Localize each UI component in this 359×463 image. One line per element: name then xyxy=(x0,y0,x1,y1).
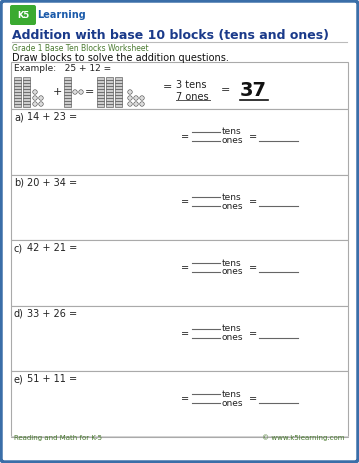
Text: b): b) xyxy=(14,178,24,188)
Bar xyxy=(11,371,348,437)
Text: e): e) xyxy=(14,375,24,384)
Bar xyxy=(115,81,122,83)
Text: 7 ones: 7 ones xyxy=(176,92,209,101)
Bar xyxy=(14,77,21,80)
Bar xyxy=(64,77,71,80)
Circle shape xyxy=(79,90,83,94)
Text: 3 tens: 3 tens xyxy=(176,80,206,89)
Bar xyxy=(64,81,71,83)
Text: 33 + 26 =: 33 + 26 = xyxy=(27,309,77,319)
Circle shape xyxy=(39,96,43,100)
Text: d): d) xyxy=(14,309,24,319)
Text: =: = xyxy=(220,86,230,95)
Bar xyxy=(64,101,71,104)
Text: Reading and Math for K-5: Reading and Math for K-5 xyxy=(14,435,102,441)
Bar xyxy=(23,101,30,104)
Bar xyxy=(64,89,71,92)
Bar xyxy=(115,87,122,89)
Text: ones: ones xyxy=(222,399,243,408)
Circle shape xyxy=(140,102,144,106)
Text: =: = xyxy=(163,82,173,93)
FancyBboxPatch shape xyxy=(10,5,36,25)
Bar xyxy=(106,104,113,107)
Bar xyxy=(97,93,104,95)
Bar xyxy=(106,77,113,80)
Bar xyxy=(97,81,104,83)
Bar xyxy=(14,101,21,104)
Bar xyxy=(64,99,71,101)
Text: =: = xyxy=(249,132,257,142)
Bar xyxy=(23,83,30,86)
Bar xyxy=(106,83,113,86)
Bar xyxy=(64,104,71,107)
Text: ones: ones xyxy=(222,333,243,342)
Bar xyxy=(115,83,122,86)
Circle shape xyxy=(33,102,37,106)
Circle shape xyxy=(128,96,132,100)
Bar xyxy=(23,104,30,107)
Bar xyxy=(106,89,113,92)
Text: =: = xyxy=(85,87,95,97)
Bar xyxy=(14,93,21,95)
Bar xyxy=(115,104,122,107)
Bar xyxy=(64,87,71,89)
Text: =: = xyxy=(249,329,257,338)
Text: 51 + 11 =: 51 + 11 = xyxy=(27,375,77,384)
Text: tens: tens xyxy=(222,193,242,202)
Text: tens: tens xyxy=(222,127,242,136)
Bar xyxy=(106,95,113,98)
Bar xyxy=(115,77,122,80)
Text: ones: ones xyxy=(222,202,243,211)
Circle shape xyxy=(128,102,132,106)
Bar xyxy=(97,104,104,107)
Text: a): a) xyxy=(14,112,24,122)
Bar xyxy=(106,93,113,95)
Bar xyxy=(11,109,348,175)
Text: © www.k5learning.com: © www.k5learning.com xyxy=(262,434,345,441)
Bar xyxy=(97,83,104,86)
Bar xyxy=(14,83,21,86)
Bar xyxy=(97,101,104,104)
Text: Learning: Learning xyxy=(37,10,86,20)
Text: tens: tens xyxy=(222,390,242,399)
Circle shape xyxy=(128,90,132,94)
Bar xyxy=(64,83,71,86)
Text: 14 + 23 =: 14 + 23 = xyxy=(27,112,77,122)
Text: Example:   25 + 12 =: Example: 25 + 12 = xyxy=(14,64,111,73)
Text: c): c) xyxy=(14,243,23,253)
Text: ones: ones xyxy=(222,268,243,276)
Circle shape xyxy=(73,90,77,94)
Bar xyxy=(11,306,348,371)
Bar xyxy=(14,81,21,83)
Bar xyxy=(115,95,122,98)
Circle shape xyxy=(140,96,144,100)
Text: ones: ones xyxy=(222,136,243,145)
Bar xyxy=(97,77,104,80)
Text: Draw blocks to solve the addition questions.: Draw blocks to solve the addition questi… xyxy=(12,53,229,63)
Bar xyxy=(23,81,30,83)
Bar xyxy=(14,104,21,107)
Bar xyxy=(64,95,71,98)
Text: tens: tens xyxy=(222,324,242,333)
Bar xyxy=(97,95,104,98)
Text: =: = xyxy=(181,394,189,404)
Bar xyxy=(23,77,30,80)
Text: +: + xyxy=(52,87,62,97)
Text: 20 + 34 =: 20 + 34 = xyxy=(27,178,77,188)
Text: tens: tens xyxy=(222,258,242,268)
Bar xyxy=(64,93,71,95)
Bar xyxy=(97,89,104,92)
Bar xyxy=(23,93,30,95)
Circle shape xyxy=(134,96,138,100)
Bar xyxy=(11,240,348,306)
Circle shape xyxy=(39,102,43,106)
Bar xyxy=(115,89,122,92)
Bar xyxy=(23,99,30,101)
Bar xyxy=(106,99,113,101)
Bar xyxy=(115,99,122,101)
Text: =: = xyxy=(181,197,189,207)
Text: K5: K5 xyxy=(17,11,29,19)
Text: Addition with base 10 blocks (tens and ones): Addition with base 10 blocks (tens and o… xyxy=(12,29,329,42)
Text: =: = xyxy=(181,329,189,338)
